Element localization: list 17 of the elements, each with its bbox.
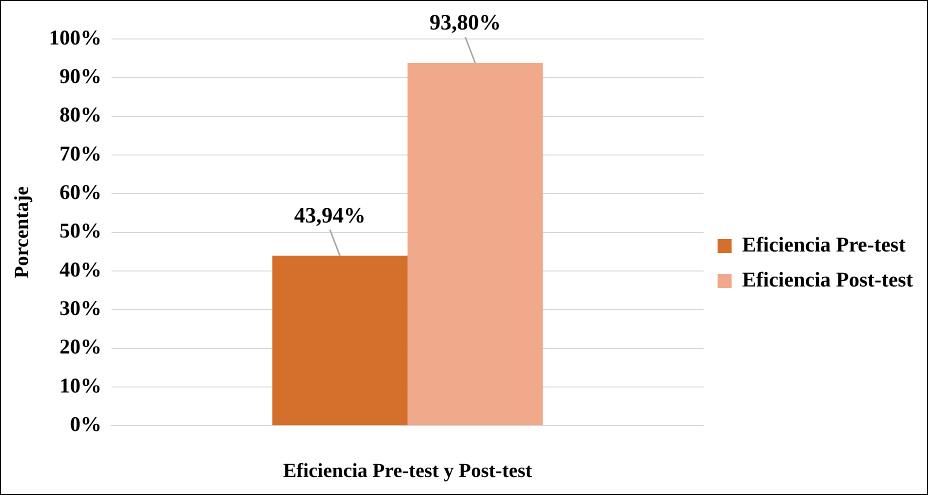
- y-tick-label: 60%: [60, 180, 102, 204]
- y-tick-label: 90%: [60, 64, 102, 88]
- y-tick-label: 40%: [60, 257, 102, 282]
- legend-label: Eficiencia Post-test: [742, 267, 914, 292]
- y-tick-label: 70%: [60, 141, 102, 166]
- y-tick-label: 30%: [60, 296, 102, 320]
- y-tick-label: 10%: [60, 373, 102, 398]
- y-tick-label: 0%: [70, 412, 102, 436]
- y-tick-label: 20%: [60, 334, 102, 359]
- y-tick-label: 100%: [49, 25, 102, 50]
- data-label: 93,80%: [429, 10, 501, 35]
- y-tick-label: 50%: [60, 218, 102, 243]
- data-label: 43,94%: [294, 202, 366, 228]
- x-axis-title: Eficiencia Pre-test y Post-test: [283, 460, 532, 482]
- y-tick-label: 80%: [60, 102, 102, 127]
- legend-label: Eficiencia Pre-test: [742, 232, 906, 256]
- y-axis-title: Porcentaje: [11, 186, 34, 278]
